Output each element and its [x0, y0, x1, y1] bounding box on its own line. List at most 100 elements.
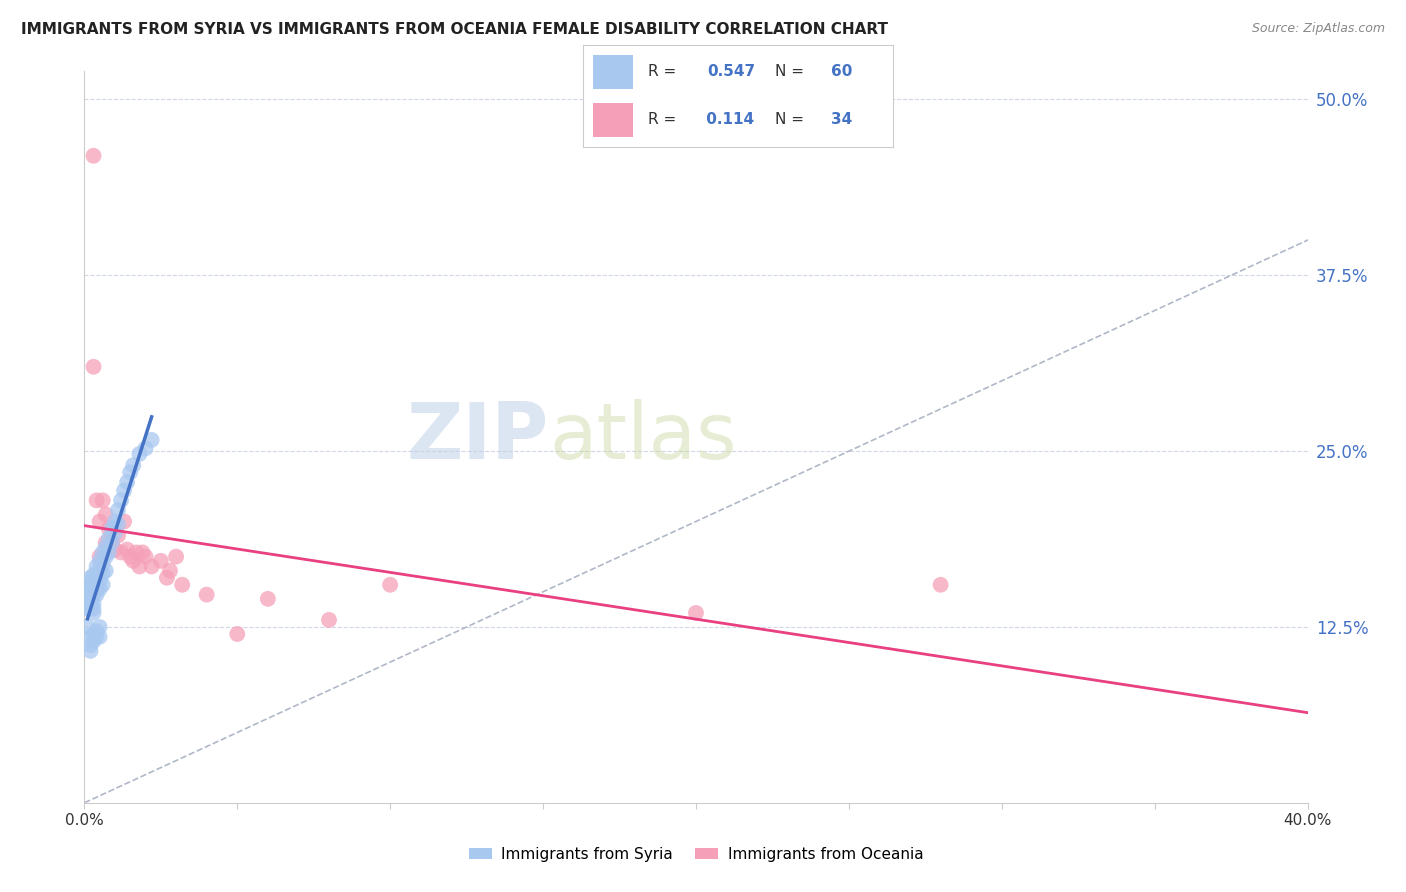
Point — [101, 535, 124, 549]
Text: 60: 60 — [831, 63, 852, 78]
Point — [120, 465, 142, 479]
Point — [86, 582, 108, 596]
Point — [83, 596, 105, 610]
Point — [101, 521, 124, 535]
Point — [115, 542, 138, 557]
Point — [131, 545, 153, 559]
Text: ZIP: ZIP — [406, 399, 550, 475]
FancyBboxPatch shape — [593, 103, 633, 137]
Point — [104, 515, 127, 529]
Point — [104, 542, 127, 557]
Point — [79, 571, 101, 585]
Point — [79, 630, 101, 644]
Point — [107, 503, 129, 517]
Point — [76, 595, 98, 609]
Point — [226, 627, 249, 641]
Point — [112, 483, 135, 498]
Point — [86, 559, 108, 574]
Point — [141, 559, 163, 574]
Text: atlas: atlas — [550, 399, 737, 475]
Point — [97, 521, 120, 535]
Point — [89, 515, 111, 529]
Point — [89, 630, 111, 644]
Point — [110, 545, 132, 559]
Point — [91, 557, 114, 571]
Point — [79, 601, 101, 615]
Text: IMMIGRANTS FROM SYRIA VS IMMIGRANTS FROM OCEANIA FEMALE DISABILITY CORRELATION C: IMMIGRANTS FROM SYRIA VS IMMIGRANTS FROM… — [21, 22, 889, 37]
Point — [125, 545, 148, 559]
Point — [97, 545, 120, 559]
Point — [83, 588, 105, 602]
Point — [318, 613, 340, 627]
Point — [141, 433, 163, 447]
Point — [76, 578, 98, 592]
Point — [120, 549, 142, 564]
Point — [89, 554, 111, 568]
Point — [112, 515, 135, 529]
Point — [107, 528, 129, 542]
Point — [83, 601, 105, 615]
Point — [86, 493, 108, 508]
Point — [76, 601, 98, 615]
Point — [83, 359, 105, 374]
Point — [685, 606, 707, 620]
Point — [172, 578, 194, 592]
Point — [929, 578, 952, 592]
Text: N =: N = — [775, 63, 808, 78]
Point — [89, 549, 111, 564]
Point — [165, 549, 187, 564]
Point — [89, 620, 111, 634]
Text: R =: R = — [648, 112, 682, 127]
Point — [83, 634, 105, 648]
Point — [94, 540, 117, 554]
Point — [83, 581, 105, 595]
Text: Source: ZipAtlas.com: Source: ZipAtlas.com — [1251, 22, 1385, 36]
Point — [91, 545, 114, 559]
Point — [79, 591, 101, 606]
Point — [195, 588, 218, 602]
Point — [110, 493, 132, 508]
Point — [91, 578, 114, 592]
Point — [149, 554, 172, 568]
Point — [83, 627, 105, 641]
Point — [94, 564, 117, 578]
Point — [86, 588, 108, 602]
Point — [83, 568, 105, 582]
Point — [86, 630, 108, 644]
Point — [79, 638, 101, 652]
Legend: Immigrants from Syria, Immigrants from Oceania: Immigrants from Syria, Immigrants from O… — [463, 841, 929, 868]
Point — [89, 574, 111, 588]
Point — [257, 591, 280, 606]
Point — [83, 606, 105, 620]
Text: 34: 34 — [831, 112, 852, 127]
Point — [91, 493, 114, 508]
Point — [135, 442, 157, 456]
Point — [89, 582, 111, 596]
Point — [79, 644, 101, 658]
Point — [79, 588, 101, 602]
Point — [115, 475, 138, 489]
Point — [94, 549, 117, 564]
Point — [86, 624, 108, 639]
Point — [86, 568, 108, 582]
Point — [128, 559, 150, 574]
Point — [94, 508, 117, 522]
Point — [79, 582, 101, 596]
Point — [83, 574, 105, 588]
Text: N =: N = — [775, 112, 808, 127]
Point — [76, 588, 98, 602]
Point — [101, 535, 124, 549]
Point — [97, 532, 120, 546]
Point — [128, 447, 150, 461]
Point — [380, 578, 402, 592]
Point — [79, 578, 101, 592]
Text: 0.114: 0.114 — [702, 112, 754, 127]
FancyBboxPatch shape — [593, 55, 633, 88]
Point — [89, 564, 111, 578]
Text: 0.547: 0.547 — [707, 63, 755, 78]
Point — [104, 525, 127, 540]
Point — [107, 517, 129, 532]
Point — [156, 571, 179, 585]
Point — [83, 149, 105, 163]
Point — [91, 566, 114, 581]
